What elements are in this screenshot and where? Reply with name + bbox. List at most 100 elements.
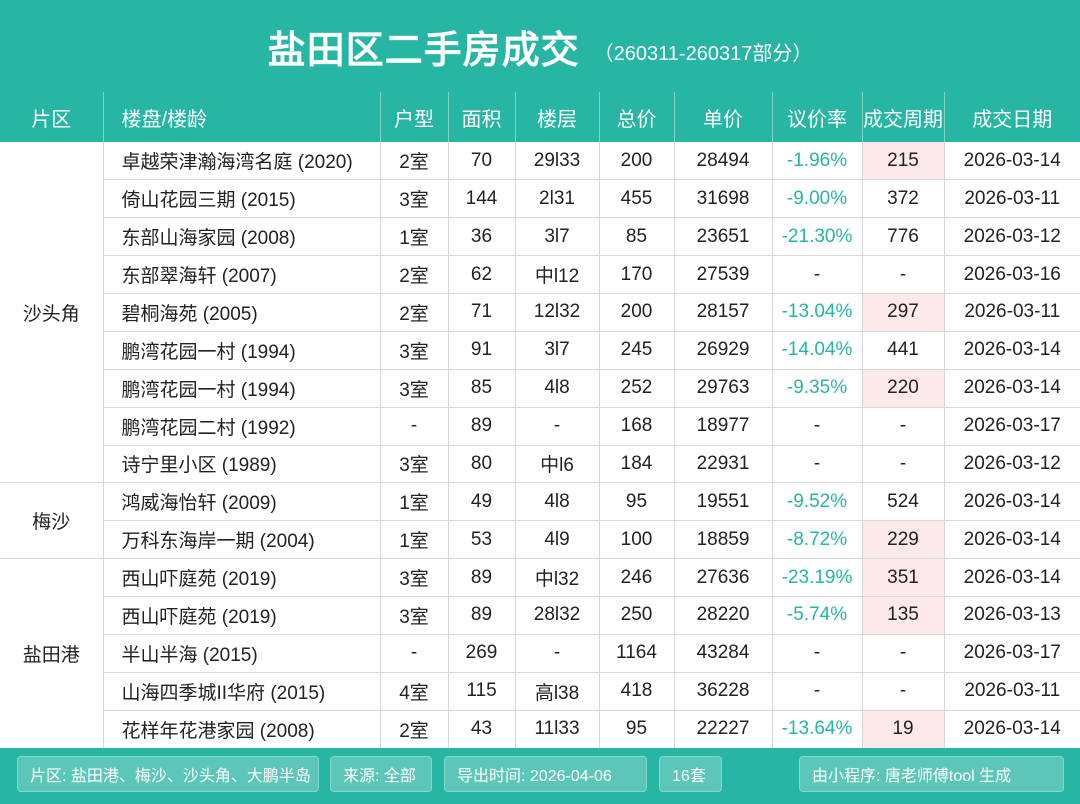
unit-price-cell: 19551 bbox=[674, 482, 773, 522]
bargain-rate-cell: -8.72% bbox=[772, 520, 863, 560]
table-body: 沙头角 卓越荣津瀚海湾名庭 (2020) 2室 70 29l33 200 28494 -1.9… bbox=[0, 142, 1080, 749]
floor-cell: 11l33 bbox=[515, 710, 600, 749]
column-header-deal-date: 成交日期 bbox=[944, 92, 1080, 142]
unit-price-cell: 23651 bbox=[674, 217, 773, 257]
area-cell: 62 bbox=[448, 255, 516, 294]
deal-date-cell: 2026-03-11 bbox=[944, 179, 1080, 219]
table-row: 梅沙 鸿威海怡轩 (2009) 1室 49 4l8 95 19551 -9.52% 524 202… bbox=[0, 482, 1080, 560]
layout-cell: 2室 bbox=[380, 710, 449, 749]
deal-date-cell: 2026-03-11 bbox=[944, 293, 1080, 332]
estate-cell: 卓越荣津瀚海湾名庭 (2020) bbox=[103, 142, 381, 181]
deal-date-cell: 2026-03-14 bbox=[944, 369, 1080, 408]
total-price-cell: 200 bbox=[599, 142, 675, 181]
deal-cycle-cell: - bbox=[862, 407, 945, 446]
bargain-rate-cell: -14.04% bbox=[772, 331, 863, 370]
estate-cell: 万科东海岸一期 (2004) bbox=[103, 520, 381, 560]
layout-cell: 2室 bbox=[380, 255, 449, 294]
deal-date-cell: 2026-03-17 bbox=[944, 634, 1080, 673]
deal-cycle-cell: 19 bbox=[862, 710, 945, 749]
deal-cycle-cell: 229 bbox=[862, 520, 945, 560]
date-range-subtitle: （260311-260317部分） bbox=[593, 42, 813, 65]
floor-cell: - bbox=[515, 634, 600, 673]
unit-price-cell: 28220 bbox=[674, 596, 773, 635]
deal-date-cell: 2026-03-12 bbox=[944, 217, 1080, 257]
column-header-floor: 楼层 bbox=[515, 92, 600, 142]
total-price-cell: 200 bbox=[599, 293, 675, 332]
unit-price-cell: 28157 bbox=[674, 293, 773, 332]
layout-cell: 3室 bbox=[380, 179, 449, 219]
unit-price-cell: 27636 bbox=[674, 558, 773, 597]
bargain-rate-cell: - bbox=[772, 634, 863, 673]
table-row: 鹏湾花园二村 (1992) -89-168 18977- -2026-03-17 bbox=[0, 407, 1080, 446]
layout-cell: 3室 bbox=[380, 331, 449, 370]
area-cell: 43 bbox=[448, 710, 516, 749]
layout-cell: 2室 bbox=[380, 142, 449, 181]
estate-cell: 西山吓庭苑 (2019) bbox=[103, 596, 381, 635]
district-cell: 梅沙 bbox=[0, 482, 104, 560]
total-price-cell: 184 bbox=[599, 445, 675, 484]
unit-price-cell: 27539 bbox=[674, 255, 773, 294]
district-cell: 盐田港 bbox=[0, 558, 104, 749]
total-price-cell: 1164 bbox=[599, 634, 675, 673]
floor-cell: 中l32 bbox=[515, 558, 600, 597]
deal-cycle-cell: 220 bbox=[862, 369, 945, 408]
total-price-cell: 250 bbox=[599, 596, 675, 635]
deal-cycle-cell: - bbox=[862, 255, 945, 294]
deal-cycle-cell: 297 bbox=[862, 293, 945, 332]
floor-cell: 12l32 bbox=[515, 293, 600, 332]
footer-bar: 片区: 盐田港、梅沙、沙头角、大鹏半岛 来源: 全部 导出时间: 2026-04… bbox=[0, 748, 1080, 804]
floor-cell: 3l7 bbox=[515, 217, 600, 257]
total-price-cell: 418 bbox=[599, 672, 675, 711]
floor-cell: 4l8 bbox=[515, 482, 600, 522]
bargain-rate-cell: -9.00% bbox=[772, 179, 863, 219]
page-title: 盐田区二手房成交 bbox=[267, 29, 580, 72]
table-row: 花样年花港家园 (2008) 2室 43 11l33 95 22227 -13.64% 19 2… bbox=[0, 710, 1080, 749]
deal-date-cell: 2026-03-14 bbox=[944, 710, 1080, 749]
layout-cell: - bbox=[380, 407, 449, 446]
district-cell: 沙头角 bbox=[0, 142, 104, 484]
estate-cell: 半山半海 (2015) bbox=[103, 634, 381, 673]
deal-date-cell: 2026-03-11 bbox=[944, 672, 1080, 711]
table-row: 鹏湾花园一村 (1994) 3室 85 4l8 252 29763 -9.35% 220 202… bbox=[0, 369, 1080, 408]
estate-cell: 鹏湾花园一村 (1994) bbox=[103, 331, 381, 370]
unit-price-cell: 31698 bbox=[674, 179, 773, 219]
estate-cell: 碧桐海苑 (2005) bbox=[103, 293, 381, 332]
area-cell: 70 bbox=[448, 142, 516, 181]
deal-cycle-cell: 524 bbox=[862, 482, 945, 522]
total-price-cell: 95 bbox=[599, 710, 675, 749]
deal-date-cell: 2026-03-12 bbox=[944, 445, 1080, 484]
bargain-rate-cell: -13.64% bbox=[772, 710, 863, 749]
footer-districts-chip: 片区: 盐田港、梅沙、沙头角、大鹏半岛 bbox=[17, 756, 319, 792]
deal-date-cell: 2026-03-13 bbox=[944, 596, 1080, 635]
deal-cycle-cell: 441 bbox=[862, 331, 945, 370]
table-row: 万科东海岸一期 (2004) 1室 53 4l9 100 18859 -8.72% 229 20… bbox=[0, 520, 1080, 560]
deal-cycle-cell: - bbox=[862, 445, 945, 484]
total-price-cell: 455 bbox=[599, 179, 675, 219]
area-cell: 91 bbox=[448, 331, 516, 370]
deal-cycle-cell: 372 bbox=[862, 179, 945, 219]
table-row: 东部山海家园 (2008) 1室 36 3l7 85 23651 -21.30% 776 202… bbox=[0, 217, 1080, 257]
estate-cell: 花样年花港家园 (2008) bbox=[103, 710, 381, 749]
table-row: 鹏湾花园一村 (1994) 3室 91 3l7 245 26929 -14.04% 441 20… bbox=[0, 331, 1080, 370]
estate-cell: 诗宁里小区 (1989) bbox=[103, 445, 381, 484]
deal-date-cell: 2026-03-14 bbox=[944, 558, 1080, 597]
floor-cell: - bbox=[515, 407, 600, 446]
layout-cell: 3室 bbox=[380, 596, 449, 635]
unit-price-cell: 18977 bbox=[674, 407, 773, 446]
estate-cell: 鹏湾花园二村 (1992) bbox=[103, 407, 381, 446]
floor-cell: 28l32 bbox=[515, 596, 600, 635]
deal-date-cell: 2026-03-16 bbox=[944, 255, 1080, 294]
unit-price-cell: 28494 bbox=[674, 142, 773, 181]
transactions-table: 片区 楼盘/楼龄 户型 面积 楼层 总价 单价 议价率 成交周期 成交日期 沙头… bbox=[0, 92, 1080, 749]
unit-price-cell: 36228 bbox=[674, 672, 773, 711]
deal-date-cell: 2026-03-14 bbox=[944, 142, 1080, 181]
bargain-rate-cell: -9.35% bbox=[772, 369, 863, 408]
table-row: 半山半海 (2015) -269-1164 43284- -2026-03-17 bbox=[0, 634, 1080, 673]
total-price-cell: 100 bbox=[599, 520, 675, 560]
column-header-total-price: 总价 bbox=[599, 92, 675, 142]
bargain-rate-cell: -1.96% bbox=[772, 142, 863, 181]
total-price-cell: 252 bbox=[599, 369, 675, 408]
deal-cycle-cell: - bbox=[862, 672, 945, 711]
estate-cell: 鸿威海怡轩 (2009) bbox=[103, 482, 381, 522]
layout-cell: 2室 bbox=[380, 293, 449, 332]
